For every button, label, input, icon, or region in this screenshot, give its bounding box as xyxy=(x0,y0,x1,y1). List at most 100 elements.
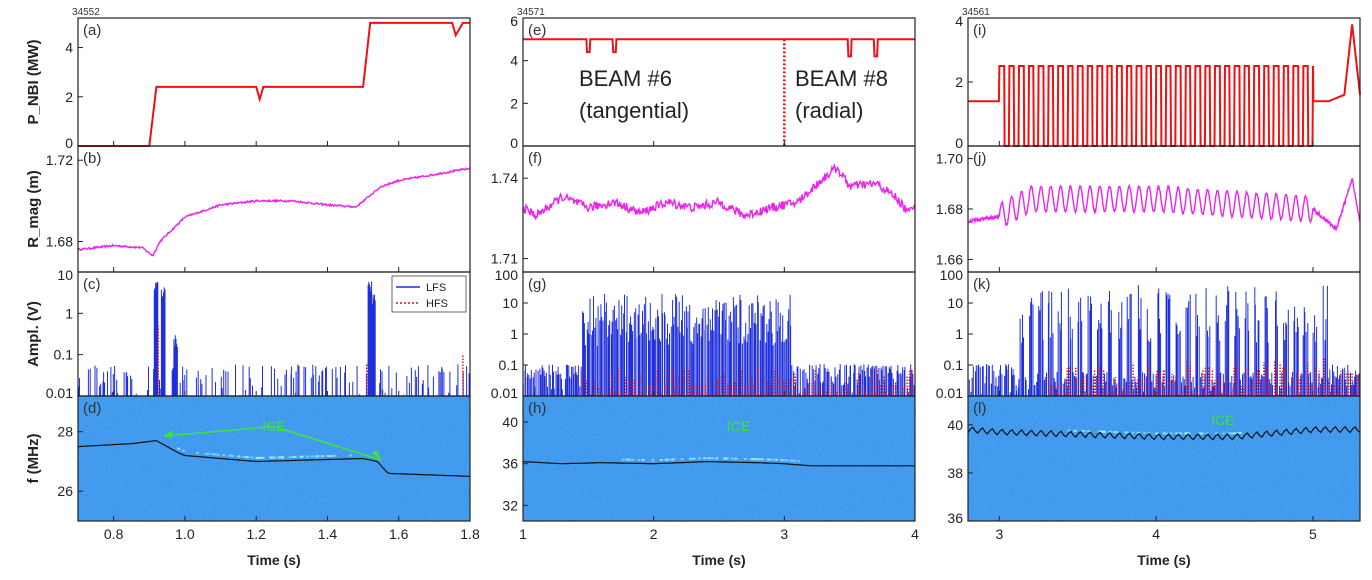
rmag-series xyxy=(967,177,1361,231)
panel-letter: (g) xyxy=(528,276,546,293)
beam-annotation-line2: (radial) xyxy=(795,98,863,123)
y-tick-label: 0 xyxy=(955,135,963,151)
ice-emission xyxy=(651,459,655,462)
y-tick-label: 0 xyxy=(510,135,518,151)
y-tick-label: 0.1 xyxy=(54,347,74,363)
y-tick-label: 10 xyxy=(502,295,518,311)
legend-hfs-label: HFS xyxy=(426,298,448,310)
ice-emission xyxy=(724,457,728,460)
panel-letter: (c) xyxy=(83,276,101,293)
ice-emission xyxy=(689,457,693,460)
legend-lfs-label: LFS xyxy=(426,282,446,294)
y-tick-label: 0.1 xyxy=(499,357,519,373)
x-axis-label: Time (s) xyxy=(692,552,745,568)
y-tick-label: 1.70 xyxy=(936,151,963,167)
ice-emission xyxy=(789,459,793,462)
ice-emission xyxy=(330,454,334,457)
y-tick-label: 28 xyxy=(57,424,73,440)
x-tick-label: 1 xyxy=(519,526,527,542)
ice-emission xyxy=(1185,432,1189,435)
x-tick-label: 1.4 xyxy=(318,526,338,542)
ice-emission xyxy=(222,454,225,457)
y-tick-label: 2 xyxy=(955,74,963,90)
panel-letter: (k) xyxy=(973,276,991,293)
panel-letter: (e) xyxy=(528,22,546,39)
y-tick-label: 10 xyxy=(57,267,73,283)
panel-frame xyxy=(967,17,1361,147)
y-axis-label: R_mag (m) xyxy=(25,170,42,248)
pnbi-series xyxy=(523,38,915,58)
y-tick-label: 1.68 xyxy=(46,234,73,250)
ice-emission xyxy=(1113,431,1117,433)
ice-emission xyxy=(1221,432,1225,435)
y-tick-label: 0.1 xyxy=(944,357,964,373)
ice-emission xyxy=(625,458,628,461)
shot-number: 34561 xyxy=(962,7,990,18)
ice-emission xyxy=(1080,430,1084,433)
y-tick-label: 0.01 xyxy=(936,385,963,401)
ice-label: ICE xyxy=(262,418,285,434)
y-tick-label: 26 xyxy=(57,483,73,499)
ice-emission xyxy=(211,453,215,456)
ice-emission xyxy=(273,456,277,459)
hfs-series xyxy=(581,367,913,396)
ice-emission xyxy=(271,456,275,459)
ice-emission xyxy=(753,458,757,461)
ice-emission xyxy=(315,455,319,458)
y-tick-label: 1.68 xyxy=(936,201,963,217)
ice-emission xyxy=(666,458,670,461)
y-tick-label: 38 xyxy=(947,465,963,481)
ice-emission xyxy=(1229,432,1233,435)
ice-label: ICE xyxy=(727,418,750,434)
x-tick-label: 2 xyxy=(650,526,658,542)
y-axis-label: f (MHz) xyxy=(25,434,42,484)
legend-box xyxy=(391,275,467,313)
y-tick-label: 0 xyxy=(65,135,73,151)
ice-arrowhead xyxy=(371,449,381,460)
ice-emission xyxy=(237,455,241,458)
ice-emission xyxy=(1115,431,1119,434)
ice-emission xyxy=(698,457,701,460)
y-tick-label: 6 xyxy=(510,13,518,29)
ice-emission xyxy=(715,457,718,460)
pnbi-series xyxy=(968,24,1361,147)
x-axis-label: Time (s) xyxy=(1137,552,1190,568)
ice-emission xyxy=(1097,430,1101,433)
ice-emission xyxy=(300,455,303,458)
spectrogram-noise xyxy=(968,396,1360,521)
ice-emission xyxy=(631,458,635,461)
pnbi-series xyxy=(78,21,470,147)
ice-emission xyxy=(797,460,801,463)
hfs-series xyxy=(157,325,464,396)
y-tick-label: 1 xyxy=(510,326,518,342)
ice-emission xyxy=(1131,431,1135,434)
ice-emission xyxy=(177,447,180,450)
ice-emission xyxy=(246,456,250,459)
panel-letter: (d) xyxy=(83,400,101,417)
y-tick-label: 40 xyxy=(947,417,963,433)
x-tick-label: 5 xyxy=(1309,526,1317,542)
beam-annotation-line1: BEAM #8 xyxy=(795,66,888,91)
ice-emission xyxy=(320,455,324,458)
y-tick-label: 2 xyxy=(65,89,73,105)
ice-emission xyxy=(288,456,292,459)
ice-emission xyxy=(293,455,297,458)
x-tick-label: 3 xyxy=(995,526,1003,542)
ice-emission xyxy=(1227,432,1231,435)
y-tick-label: 40 xyxy=(502,414,518,430)
panel-frame xyxy=(77,17,471,147)
beam-annotation-line2: (tangential) xyxy=(579,98,689,123)
panel-frame xyxy=(522,395,916,522)
panel-letter: (l) xyxy=(973,400,986,417)
y-tick-label: 4 xyxy=(955,13,963,29)
ice-emission xyxy=(744,457,748,460)
y-tick-label: 1 xyxy=(65,305,73,321)
y-tick-label: 0.01 xyxy=(491,385,518,401)
y-tick-label: 36 xyxy=(502,456,518,472)
ice-emission xyxy=(730,457,734,460)
ice-emission xyxy=(1235,432,1239,435)
ice-emission xyxy=(1238,432,1242,434)
ice-emission xyxy=(780,459,784,461)
ice-emission xyxy=(781,459,785,462)
